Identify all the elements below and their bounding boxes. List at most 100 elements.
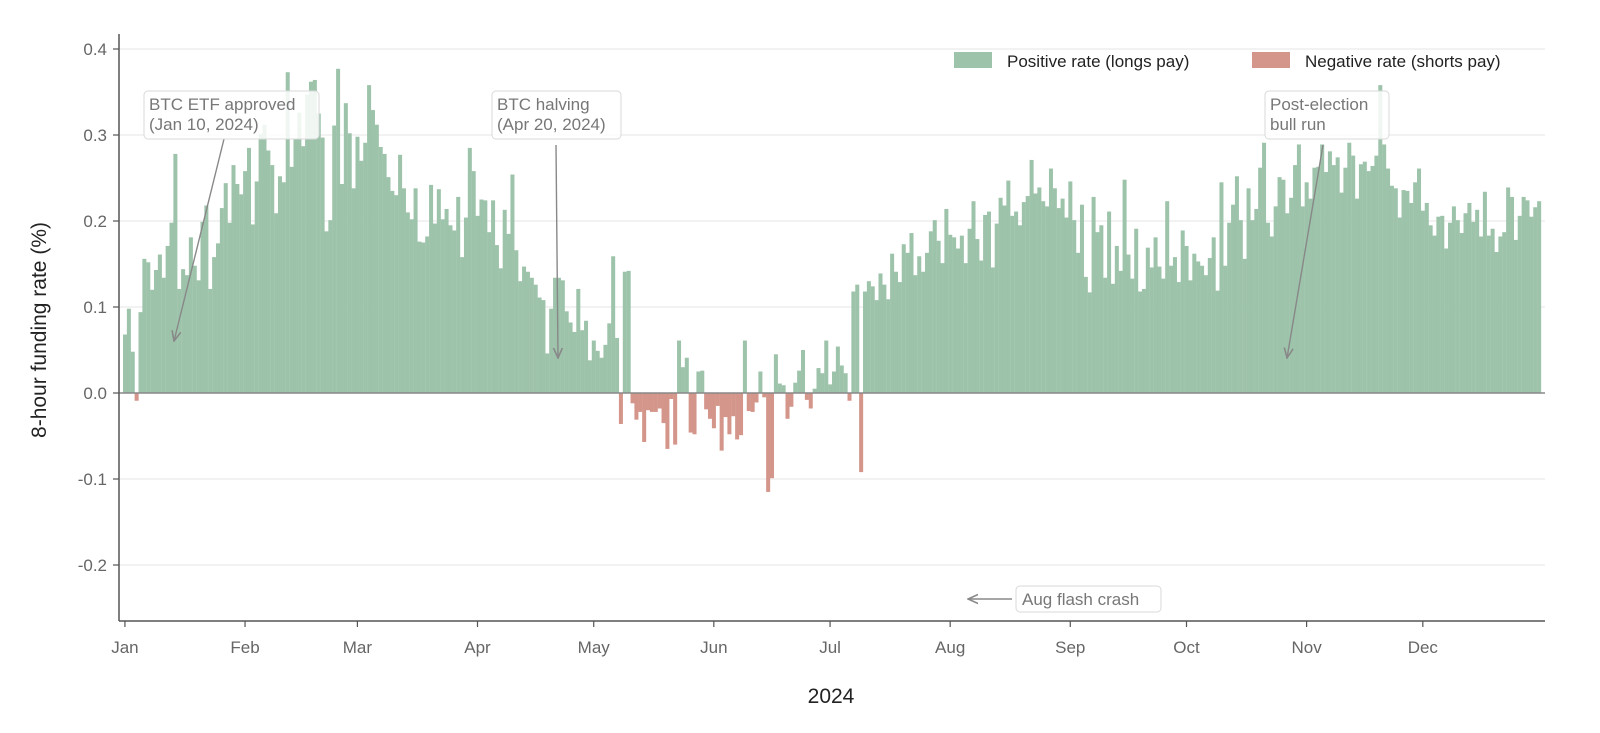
bar-positive — [580, 330, 585, 393]
bar-positive — [436, 189, 441, 393]
bar-positive — [1312, 167, 1317, 393]
bar-positive — [878, 273, 883, 393]
bar-positive — [1362, 161, 1367, 393]
bar-positive — [1087, 292, 1092, 393]
bar-positive — [1413, 182, 1418, 393]
bar-positive — [1110, 283, 1115, 393]
bar-positive — [587, 360, 592, 393]
annotation-text: Post-election — [1270, 95, 1368, 114]
bar-positive — [1347, 142, 1352, 393]
bar-positive — [971, 201, 976, 393]
bar-positive — [487, 232, 492, 393]
bar-negative — [642, 393, 647, 443]
bar-positive — [1335, 157, 1340, 393]
bar-positive — [1238, 220, 1243, 393]
bar-positive — [924, 252, 929, 393]
bar-positive — [913, 275, 918, 393]
bars — [123, 68, 1542, 492]
bar-positive — [1533, 207, 1538, 393]
bar-positive — [1200, 265, 1205, 393]
bar-positive — [401, 188, 406, 393]
bar-positive — [816, 368, 821, 393]
bar-positive — [452, 230, 457, 393]
bar-positive — [928, 231, 933, 393]
bar-positive — [1289, 197, 1294, 393]
bar-positive — [1215, 290, 1220, 393]
bar-negative — [657, 393, 662, 409]
bar-positive — [1045, 206, 1050, 393]
bar-positive — [529, 277, 534, 393]
bar-positive — [1513, 239, 1518, 393]
bar-positive — [1180, 230, 1185, 393]
bar-positive — [1482, 191, 1487, 393]
bar-negative — [847, 393, 852, 401]
bar-positive — [479, 199, 484, 393]
bar-positive — [862, 291, 868, 393]
bar-positive — [339, 184, 344, 393]
bar-positive — [510, 174, 515, 393]
bar-positive — [1471, 221, 1476, 393]
bar-positive — [553, 277, 558, 393]
bar-positive — [684, 357, 689, 393]
bar-negative — [661, 393, 666, 424]
bar-positive — [1440, 215, 1445, 393]
x-ticks: Jan Feb Mar Apr May Jun Jul Aug Sep Oct Nov Dec — [111, 621, 1438, 657]
bar-positive — [173, 153, 178, 393]
legend-negative-label: Negative rate (shorts pay) — [1305, 52, 1501, 71]
bar-positive — [212, 257, 217, 393]
bar-positive — [123, 334, 128, 393]
bar-negative — [859, 393, 864, 473]
bar-positive — [591, 340, 596, 393]
bar-positive — [1184, 245, 1189, 393]
bar-negative — [762, 393, 767, 398]
bar-positive — [1296, 144, 1301, 393]
bar-positive — [1525, 200, 1530, 393]
bar-positive — [1397, 217, 1402, 393]
x-tick-label: Dec — [1408, 638, 1439, 657]
bar-positive — [990, 267, 995, 393]
bar-positive — [781, 385, 786, 393]
bar-negative — [630, 393, 635, 404]
bar-positive — [1502, 232, 1507, 393]
bar-positive — [1417, 168, 1422, 393]
bar-positive — [1273, 206, 1278, 393]
bar-positive — [1351, 155, 1356, 393]
bar-positive — [200, 221, 205, 393]
bar-positive — [998, 197, 1003, 393]
x-tick-label: Feb — [230, 638, 259, 657]
bar-negative — [785, 393, 790, 419]
bar-positive — [475, 215, 480, 393]
bar-positive — [1281, 179, 1286, 393]
bar-positive — [843, 373, 848, 393]
bar-positive — [1300, 206, 1305, 393]
bar-positive — [556, 277, 561, 393]
bar-positive — [932, 220, 937, 393]
bar-positive — [773, 354, 778, 393]
bar-positive — [677, 340, 682, 393]
x-tick-label: Mar — [343, 638, 373, 657]
bar-positive — [874, 300, 879, 393]
bar-positive — [1366, 171, 1371, 393]
bar-positive — [169, 222, 174, 393]
bar-positive — [285, 72, 290, 393]
annotation: BTC halving(Apr 20, 2024) — [491, 90, 622, 358]
bar-positive — [506, 233, 511, 393]
annotation-arrow — [174, 138, 225, 341]
bar-positive — [1269, 236, 1274, 393]
bar-positive — [1405, 190, 1410, 393]
bar-negative — [669, 393, 674, 400]
bar-positive — [1308, 198, 1313, 393]
bar-positive — [599, 357, 604, 393]
bar-positive — [215, 243, 220, 393]
bar-positive — [1467, 202, 1472, 393]
bar-positive — [1424, 202, 1429, 393]
annotations: BTC ETF approved(Jan 10, 2024) BTC halvin… — [143, 90, 1390, 613]
bar-positive — [1130, 278, 1135, 393]
bar-positive — [1211, 237, 1216, 393]
bar-positive — [595, 350, 600, 393]
bar-positive — [1169, 265, 1174, 393]
bar-negative — [804, 393, 809, 400]
bar-positive — [1157, 266, 1162, 393]
bar-negative — [789, 393, 794, 407]
